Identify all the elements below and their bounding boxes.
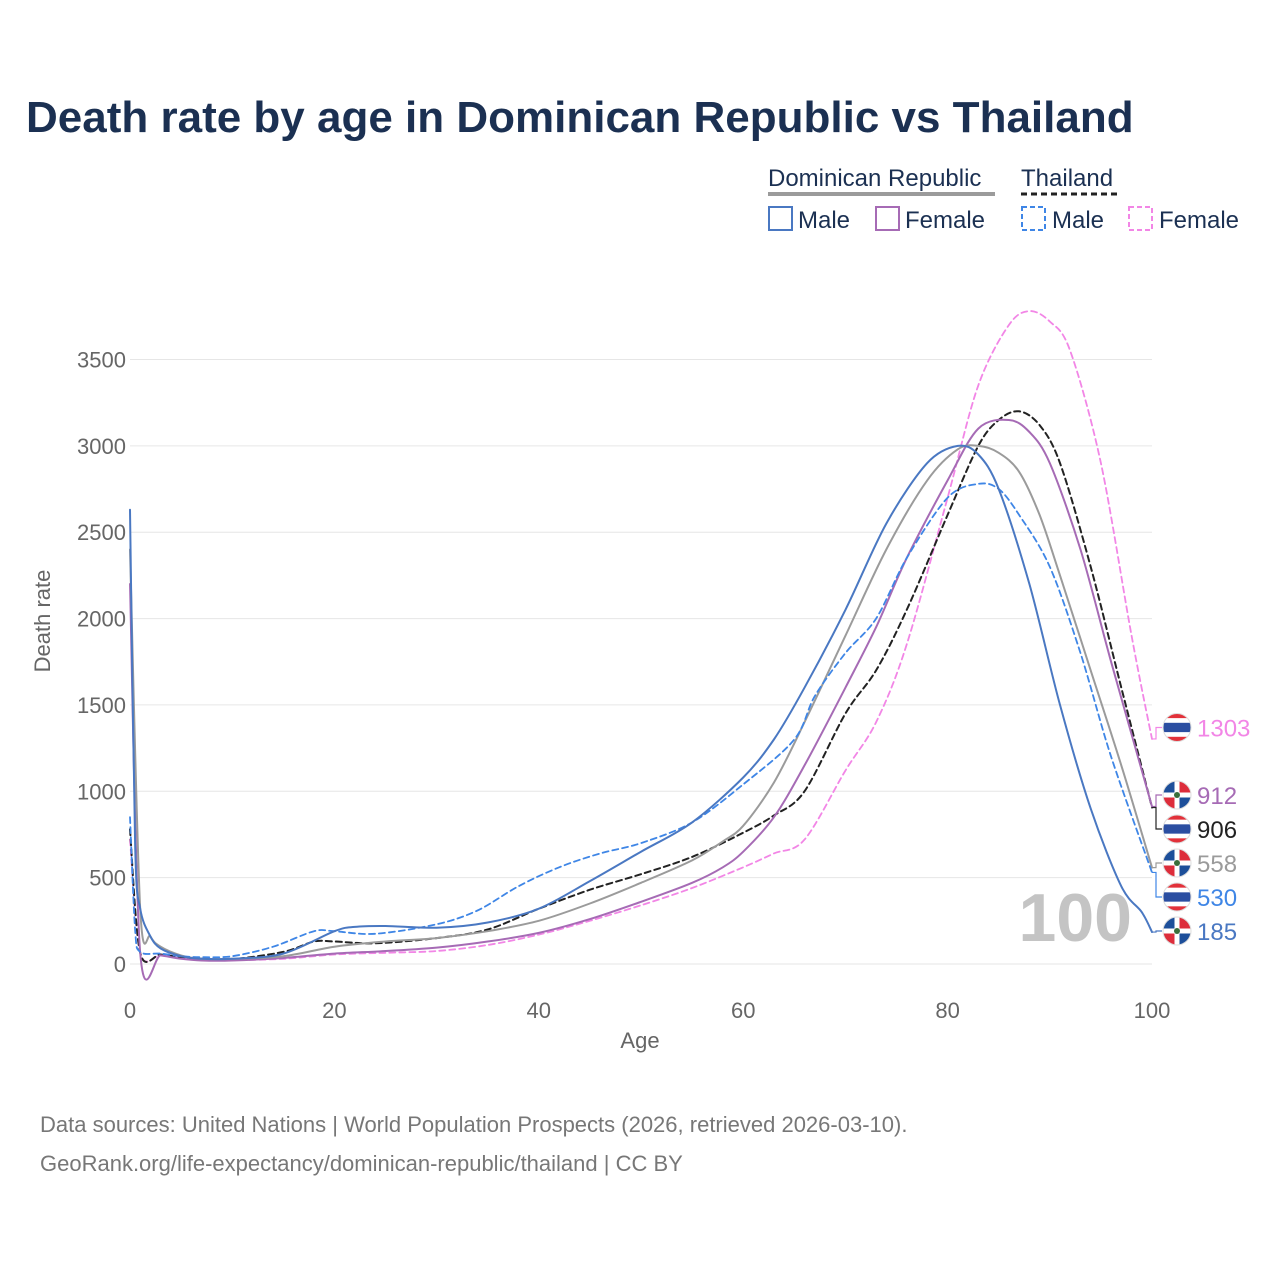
legend-swatch-th-female	[1128, 206, 1153, 231]
legend-swatch-dr-female	[875, 206, 900, 231]
end-label-th-female: 1303	[1152, 712, 1250, 742]
series-line-th-female[interactable]	[129, 310, 1153, 963]
y-axis-title: Death rate	[30, 570, 55, 673]
legend-item-dr-male[interactable]: Male	[768, 206, 850, 234]
legend-group-thailand: Thailand	[1021, 165, 1113, 192]
end-label-th-total: 906	[1152, 806, 1237, 844]
end-label-dr-total: 558	[1152, 848, 1237, 878]
end-label-value: 906	[1197, 817, 1237, 844]
legend: Dominican Republic Thailand Male Female …	[768, 165, 1239, 234]
end-label-value: 1303	[1197, 715, 1250, 742]
series-line-th-total[interactable]	[129, 410, 1153, 963]
end-label-value: 558	[1197, 851, 1237, 878]
x-tick-label: 80	[935, 998, 959, 1023]
end-label-connector	[1152, 794, 1162, 808]
thailand-flag-icon	[1163, 713, 1191, 742]
y-tick-label: 0	[114, 952, 126, 977]
end-label-dr-male: 185	[1152, 916, 1237, 946]
end-label-connector	[1152, 871, 1162, 898]
end-label-value: 530	[1197, 885, 1237, 912]
y-tick-label: 1500	[77, 693, 126, 718]
y-tick-label: 1000	[77, 779, 126, 804]
legend-item-dr-female[interactable]: Female	[875, 206, 985, 234]
x-tick-label: 60	[731, 998, 755, 1023]
legend-label-dr-female: Female	[905, 207, 985, 234]
watermark-year: 100	[1019, 880, 1132, 956]
x-tick-label: 100	[1134, 998, 1171, 1023]
x-tick-label: 40	[527, 998, 551, 1023]
thailand-flag-icon	[1163, 815, 1191, 843]
end-label-value: 185	[1197, 919, 1237, 946]
legend-item-th-male[interactable]: Male	[1021, 206, 1104, 234]
series-line-dr-female[interactable]	[129, 418, 1153, 981]
legend-item-th-female[interactable]: Female	[1128, 206, 1239, 234]
series-line-th-male[interactable]	[129, 482, 1153, 959]
legend-label-th-male: Male	[1052, 207, 1104, 234]
legend-label-th-female: Female	[1159, 207, 1239, 234]
end-label-th-male: 530	[1152, 871, 1237, 912]
y-tick-label: 2500	[77, 520, 126, 545]
axes: 0 500 1000 1500 2000 2500 3000 3500 0 20 40 60 80 100	[77, 348, 1170, 1024]
y-tick-label: 3000	[77, 434, 126, 459]
end-label-connector	[1152, 862, 1162, 869]
end-label-value: 912	[1197, 783, 1237, 810]
legend-swatch-dr-male	[768, 206, 793, 231]
dominican-republic-flag-icon	[1163, 849, 1191, 877]
end-label-connector	[1152, 806, 1162, 830]
series	[129, 310, 1153, 981]
y-tick-label: 2000	[77, 607, 126, 632]
source-line-2[interactable]: GeoRank.org/life-expectancy/dominican-re…	[40, 1151, 683, 1176]
x-tick-label: 20	[322, 998, 346, 1023]
x-axis-title: Age	[620, 1028, 659, 1053]
series-line-dr-total[interactable]	[129, 444, 1153, 961]
source-line-1: Data sources: United Nations | World Pop…	[40, 1112, 907, 1137]
end-label-dr-female: 912	[1152, 780, 1237, 810]
end-label-connector	[1152, 930, 1162, 933]
series-line-dr-male[interactable]	[129, 444, 1153, 961]
end-labels: 1303 912 906 558 530 185	[1152, 712, 1250, 946]
y-tick-label: 3500	[77, 348, 126, 373]
legend-label-dr-male: Male	[798, 207, 850, 234]
thailand-flag-icon	[1163, 883, 1191, 911]
end-label-connector	[1152, 726, 1162, 740]
legend-swatch-th-male	[1021, 206, 1046, 231]
grid	[130, 359, 1152, 965]
legend-group-dominican-republic: Dominican Republic	[768, 165, 981, 192]
chart-title: Death rate by age in Dominican Republic …	[26, 93, 1134, 142]
x-tick-label: 0	[124, 998, 136, 1023]
y-tick-label: 500	[89, 866, 126, 891]
